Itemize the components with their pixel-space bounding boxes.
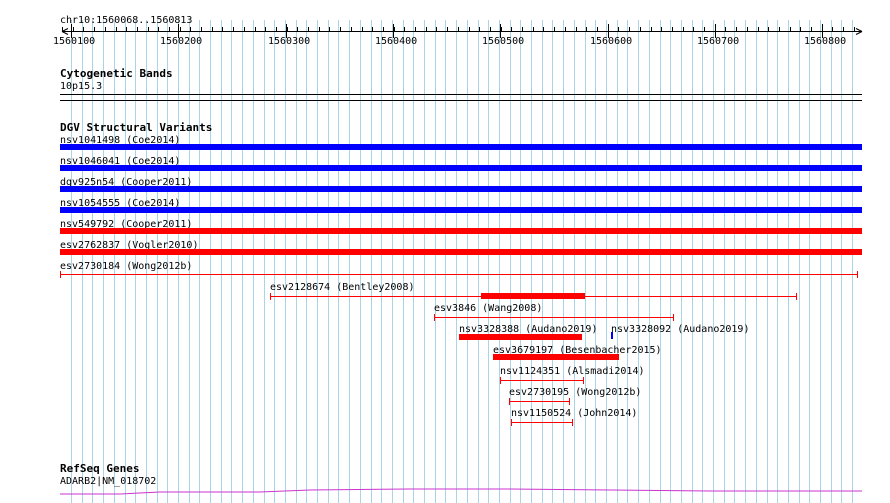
dgv-variant-bar[interactable] xyxy=(60,249,862,255)
dgv-variant-label[interactable]: esv2730184 (Wong2012b) xyxy=(60,261,193,272)
dgv-variant-end-cap xyxy=(434,314,435,321)
ruler-tick-label: 1560600 xyxy=(590,36,633,47)
dgv-variant-bar[interactable] xyxy=(60,207,862,213)
refseq-gene-label[interactable]: ADARB2|NM_018702 xyxy=(60,476,157,487)
dgv-variant-end-cap xyxy=(673,314,674,321)
refseq-gene-model[interactable] xyxy=(0,484,890,498)
ruler-right-arrow-icon xyxy=(855,28,863,35)
dgv-variant-bar[interactable] xyxy=(60,144,862,150)
ruler-tick-label: 1560100 xyxy=(53,36,96,47)
dgv-variant-end-cap xyxy=(583,377,584,384)
dgv-variant-label[interactable]: nsv1046041 (Coe2014) xyxy=(60,156,181,167)
dgv-variant-bar[interactable] xyxy=(60,165,862,171)
dgv-variant-end-cap xyxy=(509,398,510,405)
dgv-variant-label[interactable]: dgv925n54 (Cooper2011) xyxy=(60,177,193,188)
dgv-track-title: DGV Structural Variants xyxy=(60,121,213,134)
dgv-variant-end-cap xyxy=(500,377,501,384)
dgv-variant-label[interactable]: nsv1041498 (Coe2014) xyxy=(60,135,181,146)
cytoband-bar-bottom xyxy=(60,100,862,101)
dgv-variant-label[interactable]: nsv3328092 (Audano2019) xyxy=(611,324,750,335)
dgv-variant-end-cap xyxy=(270,293,271,300)
dgv-variant-bar[interactable] xyxy=(500,380,583,381)
dgv-variant-end-cap xyxy=(511,419,512,426)
dgv-variant-end-cap xyxy=(60,271,61,278)
dgv-variant-core[interactable] xyxy=(481,293,585,299)
dgv-variant-bar[interactable] xyxy=(60,186,862,192)
refseq-track-title: RefSeq Genes xyxy=(60,462,140,475)
ruler-tick-label: 1560800 xyxy=(804,36,847,47)
dgv-variant-label[interactable]: nsv1150524 (John2014) xyxy=(511,408,638,419)
dgv-variant-label[interactable]: esv2762837 (Vogler2010) xyxy=(60,240,199,251)
dgv-variant-label[interactable]: nsv549792 (Cooper2011) xyxy=(60,219,193,230)
dgv-variant-bar[interactable] xyxy=(611,331,613,339)
dgv-variant-label[interactable]: esv2730195 (Wong2012b) xyxy=(509,387,642,398)
cytoband-name[interactable]: 10p15.3 xyxy=(60,81,103,92)
ruler-tick-label: 1560200 xyxy=(160,36,203,47)
dgv-variant-label[interactable]: esv3679197 (Besenbacher2015) xyxy=(493,345,662,356)
region-label: chr10:1560068..1560813 xyxy=(60,15,193,26)
dgv-variant-bar[interactable] xyxy=(60,274,857,275)
ruler-tick-label: 1560300 xyxy=(268,36,311,47)
ruler-tick-label: 1560500 xyxy=(482,36,525,47)
dgv-variant-bar[interactable] xyxy=(509,401,569,402)
dgv-variant-end-cap xyxy=(569,398,570,405)
dgv-variant-bar[interactable] xyxy=(434,317,673,318)
dgv-variant-end-cap xyxy=(572,419,573,426)
dgv-variant-label[interactable]: nsv1054555 (Coe2014) xyxy=(60,198,181,209)
dgv-variant-bar[interactable] xyxy=(511,422,572,423)
cytoband-track-title: Cytogenetic Bands xyxy=(60,67,173,80)
dgv-variant-bar[interactable] xyxy=(60,228,862,234)
dgv-variant-end-cap xyxy=(857,271,858,278)
dgv-variant-label[interactable]: nsv3328388 (Audano2019) xyxy=(459,324,598,335)
dgv-variant-label[interactable]: esv2128674 (Bentley2008) xyxy=(270,282,415,293)
dgv-variant-label[interactable]: nsv1124351 (Alsmadi2014) xyxy=(500,366,645,377)
refseq-intron-line xyxy=(60,488,862,495)
ruler-tick-label: 1560700 xyxy=(697,36,740,47)
ruler-tick-label: 1560400 xyxy=(375,36,418,47)
dgv-variant-bar[interactable] xyxy=(459,334,582,340)
dgv-variant-end-cap xyxy=(796,293,797,300)
coordinate-ruler[interactable] xyxy=(0,20,890,70)
cytoband-bar-top xyxy=(60,94,862,95)
dgv-variant-bar[interactable] xyxy=(493,354,619,360)
dgv-variant-label[interactable]: esv3846 (Wang2008) xyxy=(434,303,543,314)
